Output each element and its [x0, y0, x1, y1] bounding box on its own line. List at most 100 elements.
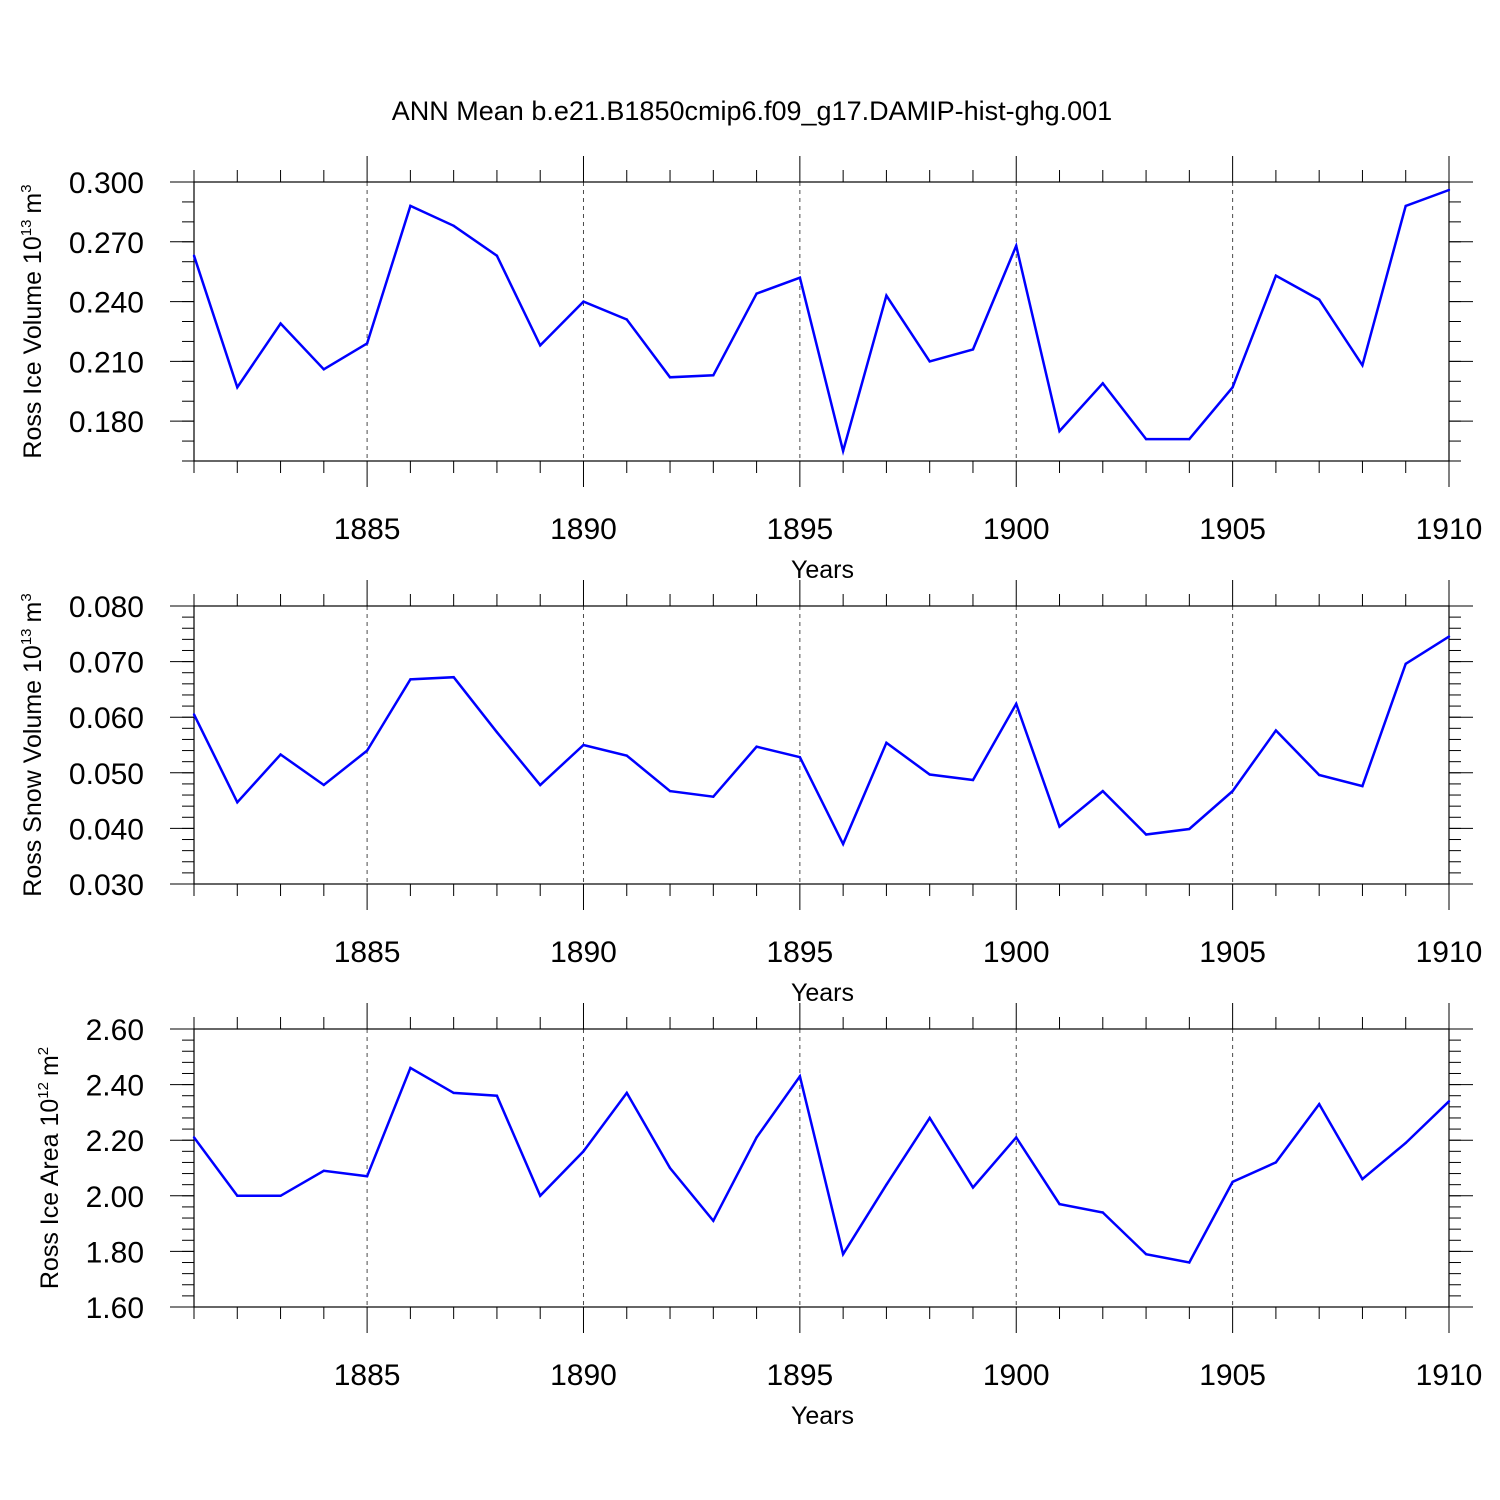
data-point: [1144, 437, 1148, 441]
plot-frame: [193, 181, 1450, 462]
data-point: [495, 254, 499, 257]
data-point: [712, 795, 715, 798]
data-point: [971, 1186, 975, 1189]
data-point: [971, 778, 975, 782]
y-axis-title: Ross Ice Area 1012 m2: [35, 1047, 64, 1289]
y-tick-label: 0.040: [69, 813, 144, 846]
data-point: [495, 1094, 499, 1097]
data-point: [1101, 382, 1104, 385]
y-tick-label: 0.080: [69, 591, 144, 624]
x-tick-label: 1885: [334, 1359, 401, 1392]
y-axis-title-unit-exponent: 2: [35, 1047, 52, 1055]
data-point: [798, 276, 802, 279]
chart-title: ANN Mean b.e21.B1850cmip6.f09_g17.DAMIP-…: [392, 96, 1112, 126]
data-point: [841, 1252, 845, 1256]
data-point: [582, 300, 585, 303]
data-point: [409, 1066, 412, 1070]
data-point: [1015, 702, 1018, 706]
data-point: [1231, 1180, 1234, 1184]
data-point: [841, 842, 845, 846]
y-axis-title-unit: m: [19, 193, 47, 214]
data-point: [279, 322, 282, 325]
y-axis-title-exponent: 13: [18, 628, 35, 645]
data-point: [625, 754, 628, 757]
data-point: [322, 783, 326, 787]
data-point: [582, 1150, 585, 1153]
data-point: [625, 318, 628, 321]
y-axis-title-unit: m: [19, 602, 47, 623]
data-point: [668, 789, 672, 793]
y-axis-title-text: Ross Ice Volume 10: [19, 236, 47, 458]
data-point: [1101, 1211, 1104, 1214]
y-tick-label: 2.20: [86, 1125, 144, 1158]
data-point: [1447, 188, 1451, 192]
y-tick-label: 0.240: [69, 287, 144, 320]
data-point: [1274, 274, 1278, 277]
data-point: [192, 1136, 196, 1139]
data-point: [885, 741, 888, 744]
data-point: [928, 773, 931, 776]
data-point: [885, 1183, 888, 1186]
data-point: [1404, 662, 1407, 666]
x-axis-title: Years: [791, 556, 854, 584]
data-point: [798, 756, 802, 759]
data-point: [668, 376, 672, 379]
y-tick-label: 2.00: [86, 1181, 144, 1214]
y-axis-title-exponent: 12: [35, 1082, 52, 1099]
y-tick-label: 0.030: [69, 869, 144, 902]
data-point: [279, 1194, 282, 1198]
data-point: [365, 342, 369, 345]
y-tick-label: 0.300: [69, 167, 144, 200]
data-point: [495, 731, 499, 734]
data-point: [365, 1175, 369, 1178]
x-tick-label: 1895: [766, 936, 833, 969]
data-point: [1404, 1141, 1407, 1145]
y-tick-label: 0.180: [69, 406, 144, 439]
data-point: [1058, 1202, 1061, 1206]
data-point: [1144, 1252, 1148, 1256]
data-point: [582, 743, 585, 747]
chart-panel-3: 1.60 1.80 2.00 2.20 2.40 2.60 1885 1890 1895 1900…: [35, 1003, 1482, 1430]
data-point: [1447, 1100, 1451, 1103]
data-point: [1188, 1261, 1191, 1264]
chart-panel-2: 0.030 0.040 0.050 0.060 0.070 0.080 1885 1890 18…: [18, 580, 1482, 1007]
y-axis-title-unit-exponent: 3: [18, 184, 35, 192]
data-point: [1231, 789, 1234, 793]
data-point: [1015, 244, 1018, 247]
y-axis-title-text: Ross Ice Area 10: [36, 1099, 64, 1289]
x-tick-label: 1895: [766, 513, 833, 546]
data-point: [1188, 437, 1191, 441]
data-point: [409, 678, 412, 681]
data-point: [1188, 827, 1191, 831]
y-axis-title-unit-exponent: 3: [18, 593, 35, 601]
data-point: [236, 1194, 239, 1198]
x-tick-label: 1890: [550, 513, 617, 546]
y-axis-title-unit: m: [36, 1055, 64, 1076]
data-point: [539, 1194, 542, 1198]
data-point: [409, 204, 412, 208]
data-point: [1317, 298, 1321, 301]
data-point: [452, 675, 455, 679]
chart-panels: 0.180 0.210 0.240 0.270 0.300 1885 1890 1895 190…: [18, 156, 1482, 1430]
y-axis-title: Ross Ice Volume 1013 m3: [18, 184, 47, 458]
data-point: [885, 294, 888, 297]
x-axis-title: Years: [791, 979, 854, 1007]
data-point: [322, 368, 326, 371]
x-tick-label: 1900: [983, 1359, 1050, 1392]
data-point: [1274, 729, 1278, 732]
data-point: [1361, 1177, 1364, 1181]
y-tick-label: 0.210: [69, 346, 144, 379]
data-point: [322, 1169, 326, 1172]
data-point: [1361, 364, 1364, 367]
x-tick-label: 1890: [550, 1359, 617, 1392]
x-tick-label: 1885: [334, 513, 401, 546]
data-point: [1101, 789, 1104, 793]
x-tick-label: 1900: [983, 936, 1050, 969]
data-point: [1231, 386, 1234, 389]
y-tick-label: 1.60: [86, 1292, 144, 1325]
data-point: [755, 1136, 758, 1139]
x-tick-label: 1885: [334, 936, 401, 969]
data-point: [668, 1166, 672, 1170]
data-point: [755, 745, 758, 748]
